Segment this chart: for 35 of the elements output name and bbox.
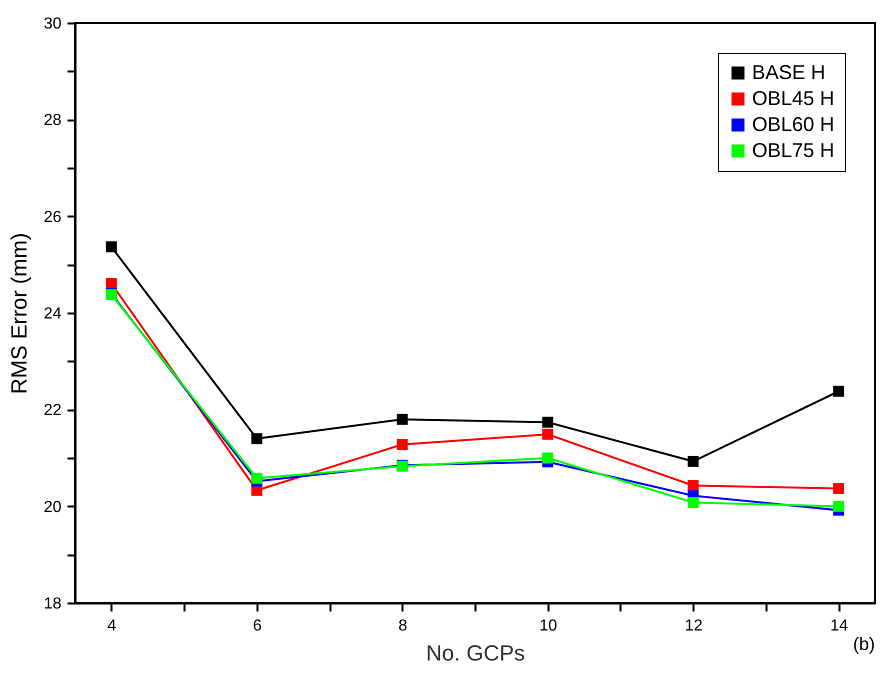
x-tick-label: 12 — [684, 618, 703, 634]
x-tick-label: 10 — [539, 618, 558, 634]
point — [251, 472, 262, 484]
y-tick-label: 28 — [44, 112, 62, 130]
point — [833, 386, 844, 397]
point — [542, 452, 554, 464]
x-tick-label: 8 — [398, 618, 408, 634]
text: (b) — [853, 634, 875, 654]
point — [833, 500, 844, 512]
point — [833, 482, 844, 494]
point — [396, 414, 408, 425]
y-tick-label: 22 — [44, 402, 62, 420]
y-tick-label: 24 — [44, 306, 62, 322]
legend-label: OBL60 H — [752, 114, 834, 136]
point — [688, 496, 699, 508]
x-tick-label: 4 — [107, 618, 116, 634]
point — [106, 241, 117, 252]
point — [106, 278, 117, 289]
x-tick-label: 6 — [252, 618, 262, 634]
legend-label: OBL45 H — [752, 88, 834, 110]
point — [542, 428, 554, 440]
point — [542, 416, 554, 428]
y-axis-title: RMS Error (mm) — [6, 232, 32, 394]
y-tick-label: 18 — [44, 596, 62, 612]
y-tick-label: 26 — [44, 208, 62, 226]
legend-label: OBL75 H — [752, 140, 834, 162]
x-tick-label: 14 — [830, 618, 848, 634]
point — [396, 438, 408, 450]
point — [251, 433, 262, 444]
x-axis-title: No. GCPs — [426, 640, 526, 666]
y-tick-label: 30 — [44, 16, 62, 32]
legend-label: BASE H — [752, 62, 826, 84]
y-tick-label: 20 — [44, 498, 62, 516]
point — [688, 456, 699, 467]
point — [688, 480, 699, 492]
